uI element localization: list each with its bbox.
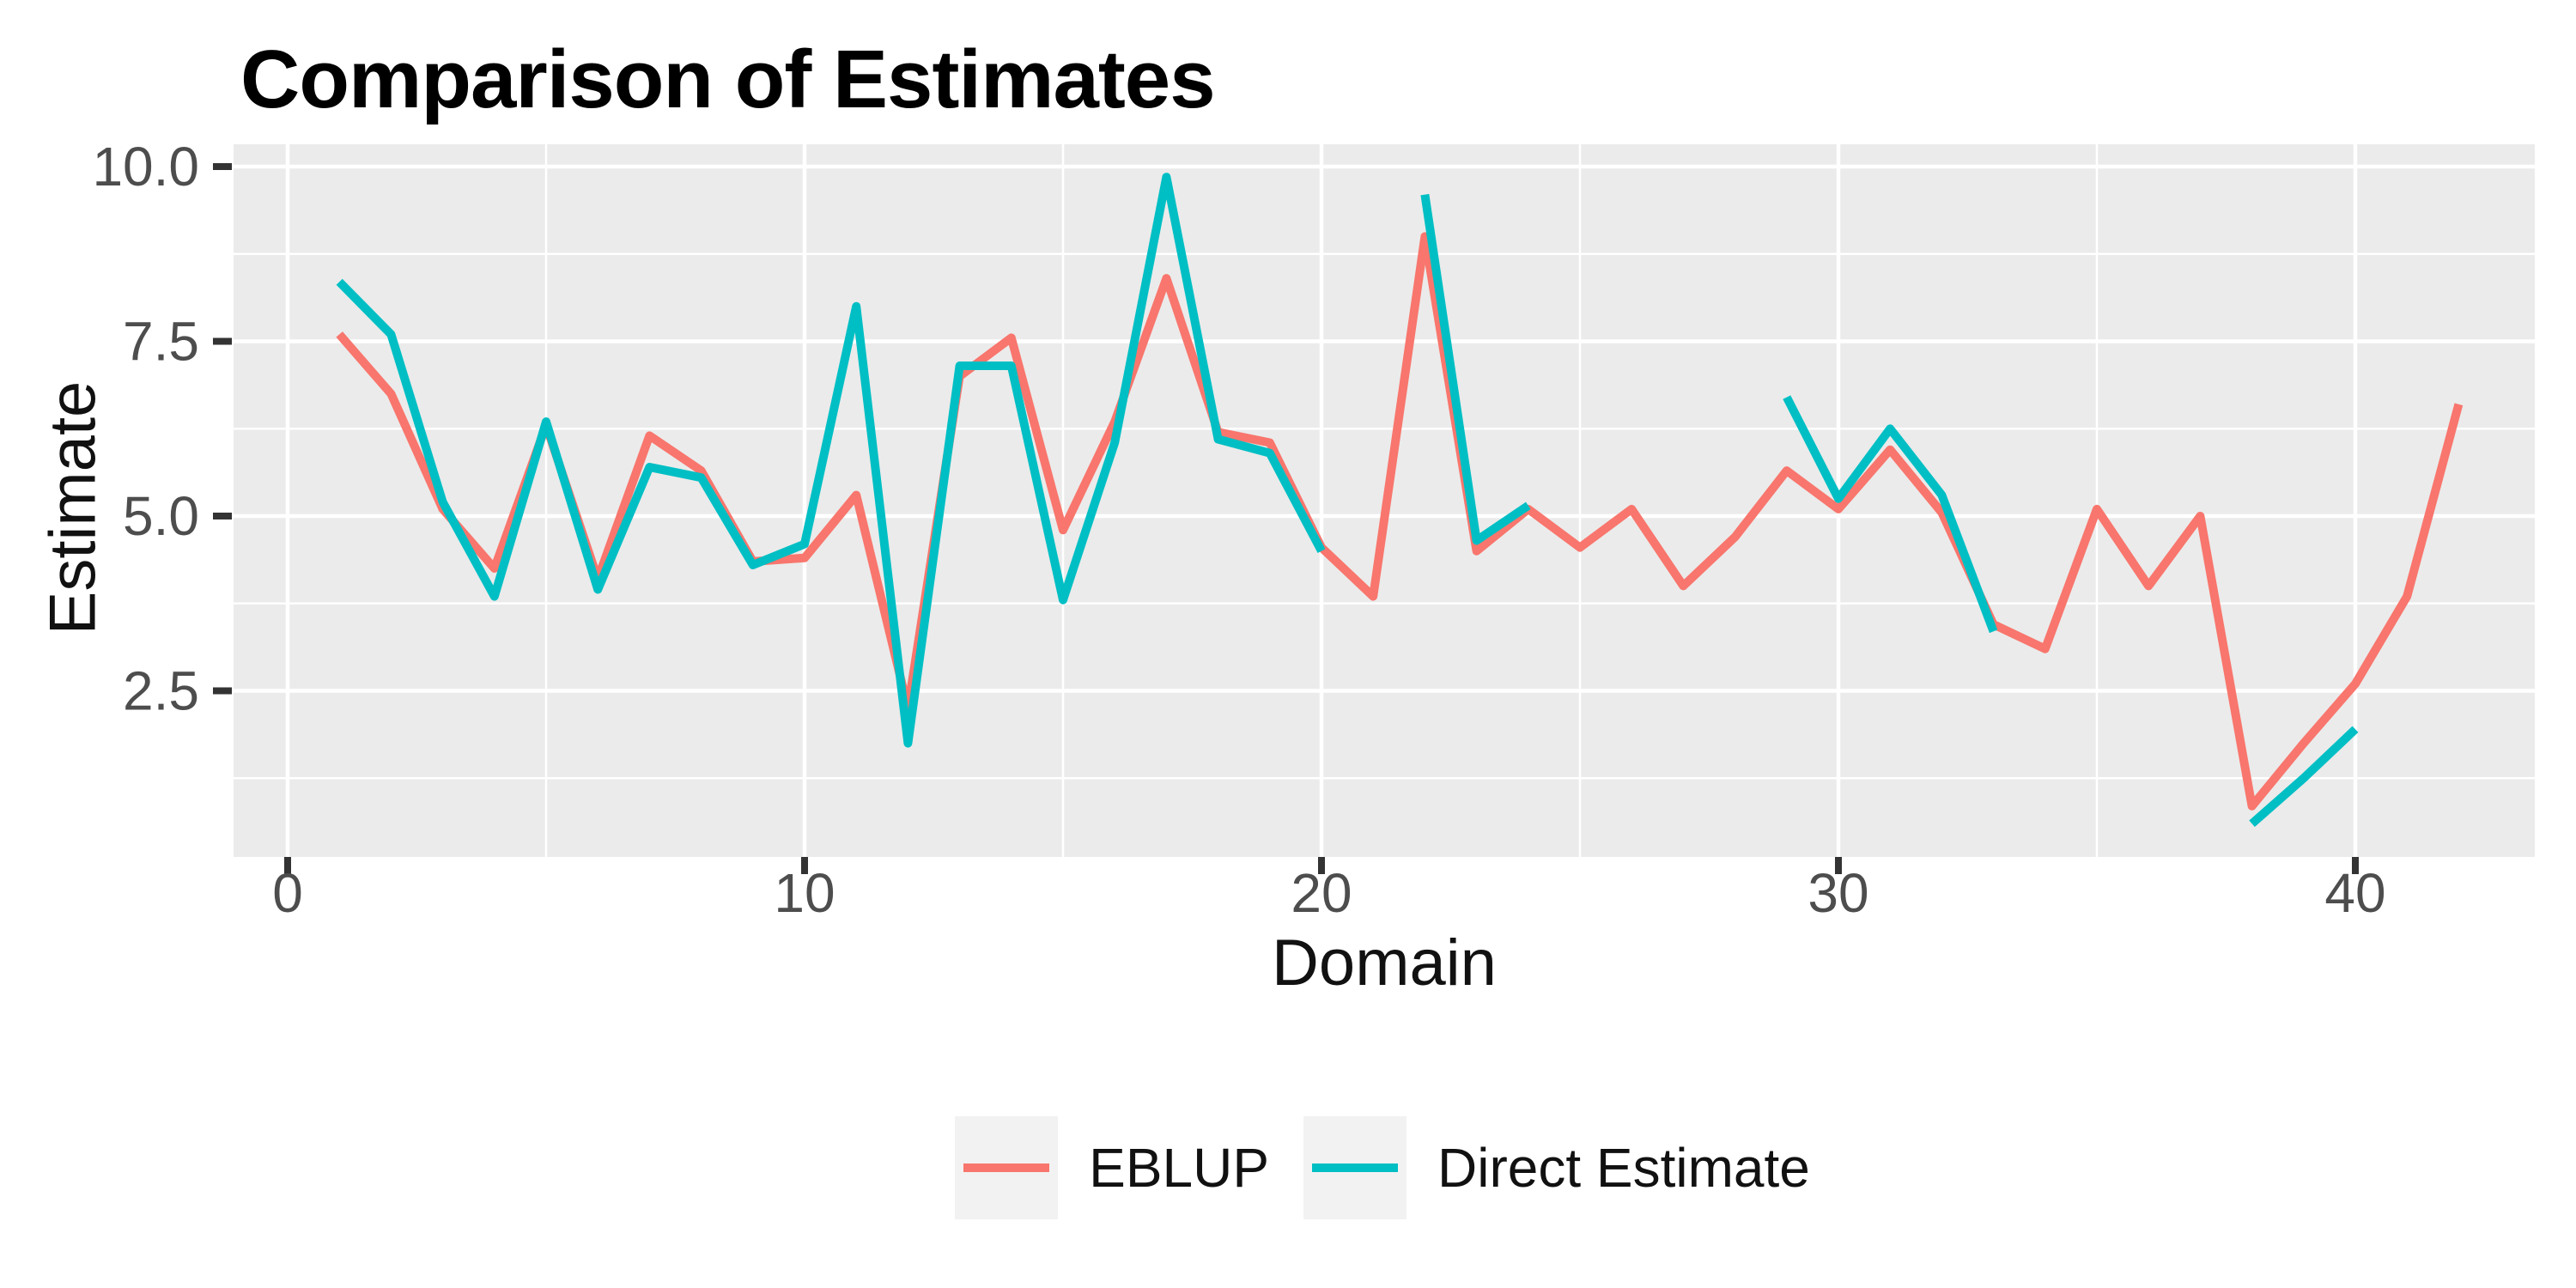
line-chart: 0 10 20 30 40 2.5 5.0 7.5 10.0	[92, 136, 2535, 924]
legend-label-eblup: EBLUP	[1089, 1137, 1269, 1199]
x-tick-label: 20	[1291, 862, 1352, 924]
eblup-key-line-icon	[963, 1163, 1050, 1172]
x-tick-label: 0	[272, 862, 303, 924]
legend-key-eblup	[955, 1116, 1059, 1219]
direct-estimate-line	[1783, 395, 1998, 634]
chart-title: Comparison of Estimates	[240, 33, 1216, 125]
y-tick-label: 10.0	[92, 136, 199, 197]
x-tick-label: 10	[774, 862, 835, 924]
y-tick-label: 2.5	[123, 660, 199, 722]
direct-estimate-line	[2249, 726, 2359, 827]
legend: EBLUP Direct Estimate	[0, 1116, 2576, 1219]
legend-label-direct-estimate: Direct Estimate	[1437, 1137, 1810, 1199]
legend-key-direct-estimate	[1303, 1116, 1406, 1219]
legend-item-eblup: EBLUP	[955, 1116, 1269, 1219]
eblup-line	[336, 232, 2464, 811]
x-tick-label: 30	[1807, 862, 1868, 924]
y-tick-label: 7.5	[123, 311, 199, 373]
direct-estimate-line	[1420, 193, 1531, 545]
x-tick-label: 40	[2324, 862, 2385, 924]
legend-item-direct-estimate: Direct Estimate	[1303, 1116, 1810, 1219]
direct-estimate-line	[336, 173, 1326, 748]
x-axis-title: Domain	[1272, 927, 1497, 999]
y-tick-label: 5.0	[123, 485, 199, 547]
direct-estimate-key-line-icon	[1312, 1163, 1398, 1172]
